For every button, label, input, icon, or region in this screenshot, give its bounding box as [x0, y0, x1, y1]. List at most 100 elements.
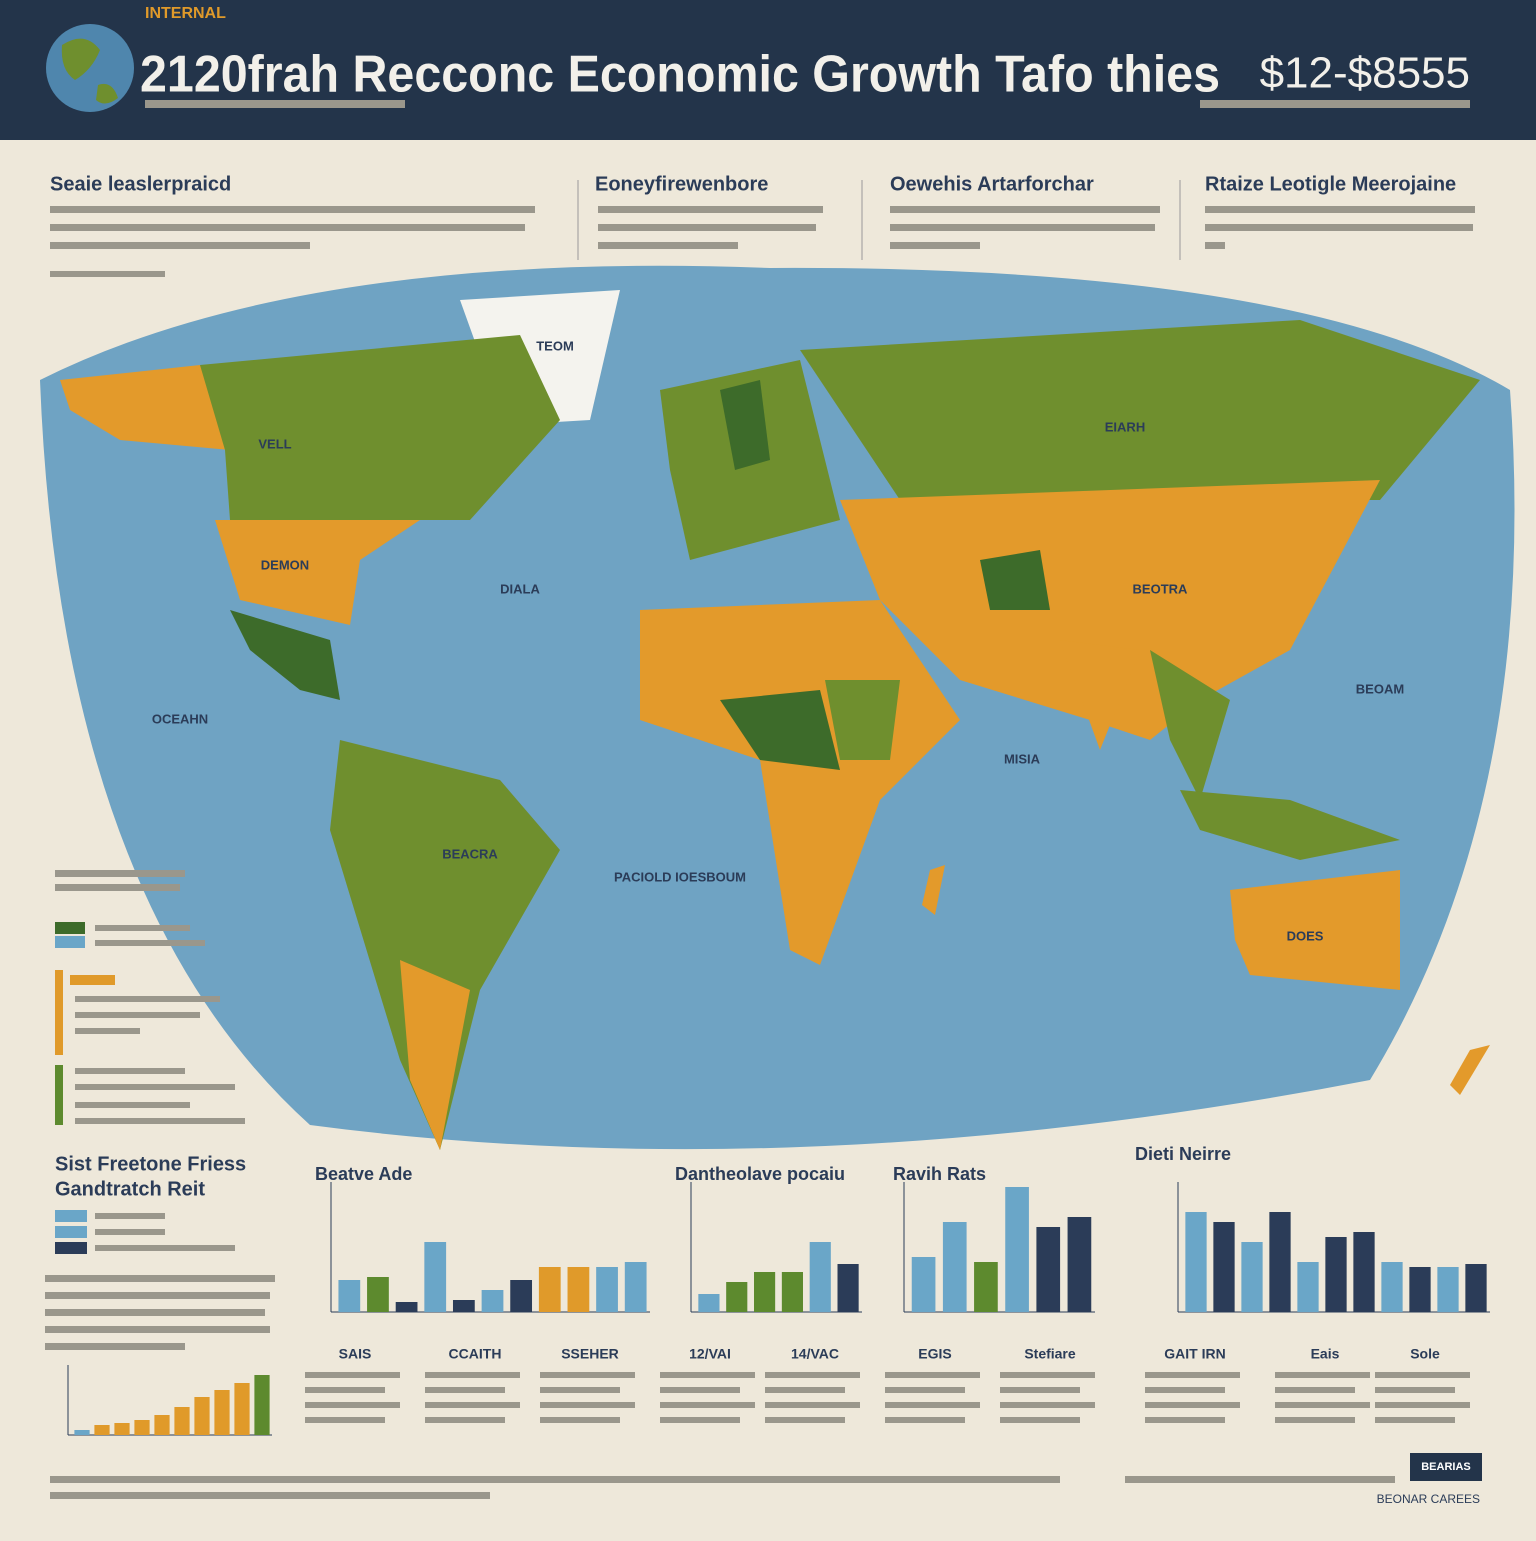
label-text	[1000, 1417, 1080, 1423]
bar	[1269, 1212, 1291, 1312]
header-figure: $12-$8555	[1260, 49, 1470, 98]
label-text	[885, 1387, 965, 1393]
header-subtext	[145, 100, 405, 108]
south-asia	[840, 480, 1380, 740]
bar	[154, 1415, 170, 1435]
bar	[174, 1407, 190, 1435]
bar	[1241, 1242, 1263, 1312]
label-text	[765, 1417, 845, 1423]
label-text	[1275, 1387, 1355, 1393]
chart-label: SAIS	[339, 1346, 372, 1362]
africa-region	[720, 690, 840, 770]
panel-subtitle: Gandtratch Reit	[55, 1178, 205, 1200]
label-text	[660, 1417, 740, 1423]
label-text	[1275, 1417, 1355, 1423]
label-text	[540, 1372, 635, 1378]
bar	[911, 1257, 936, 1312]
map-label: OCEAHN	[152, 711, 208, 726]
label-text	[425, 1417, 505, 1423]
chart-title: Ravih Rats	[893, 1164, 986, 1184]
usa	[215, 520, 420, 625]
africa-region	[825, 680, 900, 760]
label-text	[305, 1417, 385, 1423]
bar	[1437, 1267, 1459, 1312]
chart-label: EGIS	[918, 1346, 951, 1362]
section-heading: Rtaize Leotigle Meerojaine	[1205, 173, 1456, 195]
footer-link[interactable]: BEONAR CAREES	[1377, 1492, 1480, 1506]
chart-title: Dantheolave pocaiu	[675, 1164, 845, 1184]
label-text	[660, 1387, 740, 1393]
header-band	[0, 0, 1536, 140]
bar	[809, 1242, 831, 1312]
footer-text	[50, 1476, 1395, 1499]
label-text	[765, 1387, 845, 1393]
bar	[781, 1272, 803, 1312]
bar	[114, 1423, 130, 1435]
bar	[254, 1375, 270, 1435]
bar	[134, 1420, 150, 1435]
map-label: TEOM	[536, 338, 574, 353]
globe	[46, 24, 134, 112]
bar	[1005, 1187, 1029, 1312]
header-title: 2120frah Recconc Economic Growth Tafo th…	[140, 46, 1220, 104]
footer-button[interactable]	[1410, 1453, 1482, 1481]
label-text	[1275, 1402, 1370, 1408]
map-label: BEOTRA	[1133, 581, 1189, 596]
chart-title: Dieti Neirre	[1135, 1144, 1231, 1164]
footer-button-label[interactable]: BEARIAS	[1421, 1461, 1471, 1473]
panel-legend	[45, 1210, 275, 1350]
map-label: DIALA	[500, 581, 540, 596]
section-heading: Oewehis Artarforchar	[890, 173, 1094, 195]
map-legend	[55, 870, 245, 1125]
bar	[367, 1277, 389, 1312]
chart-label: Eais	[1311, 1346, 1340, 1362]
header-tag: INTERNAL	[145, 5, 226, 22]
bar	[338, 1280, 361, 1312]
world-map: TEOM VELL DEMON DIALA BEOTRA EIARH OCEAH…	[40, 265, 1515, 1150]
bar	[1381, 1262, 1403, 1312]
label-text	[885, 1372, 980, 1378]
label-text	[660, 1372, 755, 1378]
new-zealand	[1450, 1045, 1490, 1095]
map-label: DOES	[1287, 928, 1324, 943]
australia	[1230, 870, 1400, 990]
chart-label: SSEHER	[561, 1346, 619, 1362]
label-text	[765, 1372, 860, 1378]
label-text	[305, 1402, 400, 1408]
bar	[754, 1272, 776, 1312]
section-heading: Eoneyfirewenbore	[595, 173, 768, 195]
label-text	[1375, 1402, 1470, 1408]
label-text	[305, 1387, 385, 1393]
southeast-asia	[1150, 650, 1230, 800]
label-text	[1375, 1372, 1470, 1378]
chart-label: CCAITH	[449, 1346, 502, 1362]
map-label: BEACRA	[442, 846, 498, 861]
map-label: BEOAM	[1356, 681, 1404, 696]
chart-title: Beatve Ade	[315, 1164, 412, 1184]
bar	[624, 1262, 647, 1312]
label-text	[1000, 1402, 1095, 1408]
bar	[726, 1282, 748, 1312]
section-heading: Seaie leaslerpraicd	[50, 173, 231, 195]
label-text	[540, 1417, 620, 1423]
chart-label: Sole	[1410, 1346, 1440, 1362]
label-text	[425, 1402, 520, 1408]
section-text	[50, 206, 1475, 277]
label-text	[540, 1387, 620, 1393]
label-text	[1375, 1387, 1455, 1393]
asia-region	[980, 550, 1050, 610]
bar	[194, 1397, 210, 1435]
bar	[1185, 1212, 1207, 1312]
north-asia	[800, 320, 1480, 500]
globe-land	[61, 38, 118, 104]
alaska	[60, 365, 230, 450]
bar	[974, 1262, 998, 1312]
header-subtext	[1200, 100, 1470, 108]
bar	[1465, 1264, 1487, 1312]
bar	[1325, 1237, 1347, 1312]
bar	[234, 1383, 250, 1435]
bar	[74, 1430, 90, 1435]
label-text	[885, 1402, 980, 1408]
bar	[424, 1242, 447, 1312]
